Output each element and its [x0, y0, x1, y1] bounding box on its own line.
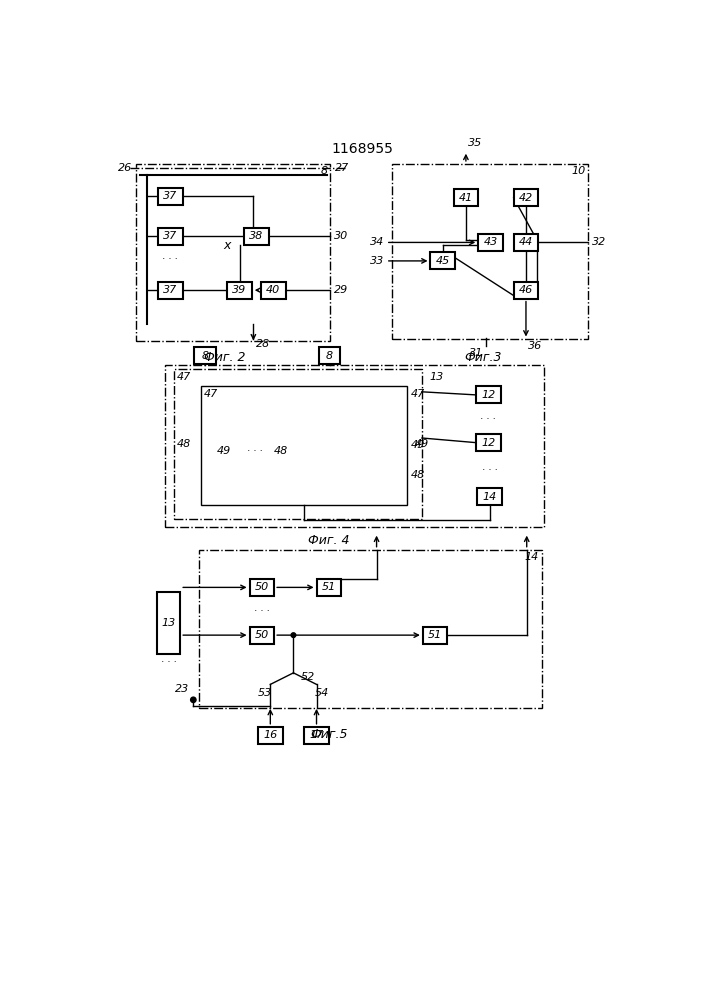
Text: · · ·: · · · [482, 465, 498, 475]
Text: Фиг. 4: Фиг. 4 [308, 534, 349, 547]
Text: 42: 42 [519, 193, 533, 203]
Bar [477, 488, 502, 505]
Bar [423, 627, 448, 644]
Bar [454, 189, 478, 206]
Bar [317, 579, 341, 596]
Bar [158, 188, 182, 205]
Bar [258, 727, 283, 744]
Text: 14: 14 [483, 492, 497, 502]
Text: 26: 26 [117, 163, 132, 173]
Text: 49: 49 [414, 439, 428, 449]
Text: Фиг.3: Фиг.3 [464, 351, 501, 364]
Bar [476, 434, 501, 451]
Bar [250, 579, 274, 596]
Bar [250, 627, 274, 644]
Text: 14: 14 [525, 552, 539, 562]
Text: 48: 48 [177, 439, 192, 449]
Text: 49: 49 [216, 446, 230, 456]
Text: 37: 37 [163, 231, 177, 241]
Text: 36: 36 [528, 341, 542, 351]
Text: 39: 39 [233, 285, 247, 295]
Text: 34: 34 [370, 237, 385, 247]
Bar [201, 386, 407, 505]
Text: 38: 38 [250, 231, 264, 241]
Text: · · ·: · · · [247, 446, 263, 456]
Bar [227, 282, 252, 299]
Bar [261, 282, 286, 299]
Text: 29: 29 [334, 285, 349, 295]
Text: 46: 46 [519, 285, 533, 295]
Text: 12: 12 [481, 438, 496, 448]
Text: 17: 17 [310, 730, 324, 740]
Text: 50: 50 [255, 582, 269, 592]
Text: 43: 43 [484, 237, 498, 247]
Text: 54: 54 [315, 688, 329, 698]
Text: 47: 47 [411, 389, 425, 399]
Circle shape [291, 633, 296, 637]
Circle shape [191, 697, 196, 703]
Text: 51: 51 [428, 630, 442, 640]
Text: Фиг.5: Фиг.5 [310, 728, 348, 741]
Bar [158, 282, 182, 299]
Text: · · ·: · · · [481, 414, 496, 424]
Text: 12: 12 [481, 390, 496, 400]
Text: 40: 40 [267, 285, 281, 295]
Text: 51: 51 [322, 582, 336, 592]
Bar [319, 347, 340, 364]
Text: 47: 47 [204, 389, 218, 399]
Text: 13: 13 [162, 618, 176, 628]
Text: 16: 16 [263, 730, 277, 740]
Text: 49: 49 [411, 440, 425, 450]
Text: 28: 28 [256, 339, 270, 349]
Text: 48: 48 [411, 470, 425, 480]
Text: 35: 35 [468, 138, 482, 148]
Text: 37: 37 [163, 191, 177, 201]
Text: · · ·: · · · [254, 606, 269, 616]
Text: 48: 48 [274, 446, 288, 456]
Bar [476, 386, 501, 403]
Text: 33: 33 [370, 256, 385, 266]
Bar [514, 282, 538, 299]
Text: 8: 8 [326, 351, 333, 361]
Text: 10: 10 [571, 166, 585, 176]
Bar [244, 228, 269, 245]
Text: 53: 53 [257, 688, 272, 698]
Text: Фиг. 2: Фиг. 2 [204, 351, 245, 364]
Text: 1168955: 1168955 [332, 142, 394, 156]
Text: 50: 50 [255, 630, 269, 640]
Bar [431, 252, 455, 269]
Bar [194, 347, 216, 364]
Bar [478, 234, 503, 251]
Bar [304, 727, 329, 744]
Bar [392, 164, 588, 339]
Text: 30: 30 [334, 231, 349, 241]
Text: 41: 41 [459, 193, 473, 203]
Text: · · ·: · · · [161, 657, 177, 667]
Text: 27: 27 [335, 163, 349, 173]
Bar [165, 365, 544, 527]
Bar [157, 592, 180, 654]
Bar [136, 164, 330, 341]
Text: 23: 23 [175, 684, 189, 694]
Text: 31: 31 [469, 348, 484, 358]
Text: x: x [223, 239, 231, 252]
Text: 44: 44 [519, 237, 533, 247]
Bar [158, 228, 182, 245]
Bar [174, 369, 422, 519]
Bar [514, 234, 538, 251]
Text: 32: 32 [592, 237, 607, 247]
Text: 47: 47 [177, 372, 192, 382]
Text: 8: 8 [320, 166, 327, 176]
Bar [199, 550, 542, 708]
Bar [514, 189, 538, 206]
Text: · · ·: · · · [163, 254, 178, 264]
Text: 45: 45 [436, 256, 450, 266]
Text: 8: 8 [201, 351, 209, 361]
Text: 13: 13 [430, 372, 444, 382]
Text: 37: 37 [163, 285, 177, 295]
Text: 52: 52 [301, 672, 315, 682]
